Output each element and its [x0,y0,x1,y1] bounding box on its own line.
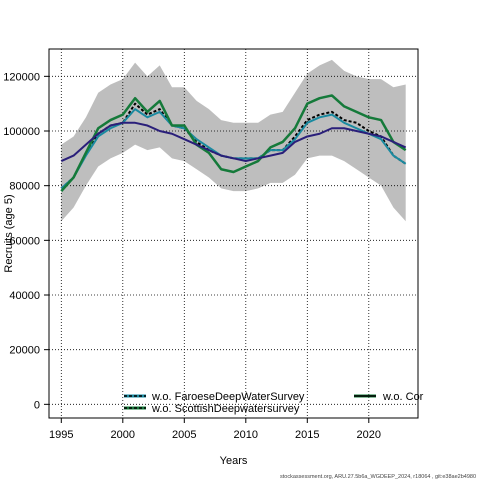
legend-label: w.o. Cor [382,391,424,403]
legend-entry-2: w.o. Cor [354,391,424,403]
series-line-3 [60,121,407,163]
x-tick-label: 2020 [357,429,381,441]
plot-frame [48,48,419,419]
x-tick-label: 1995 [49,429,73,441]
x-tick-label: 2010 [234,429,258,441]
y-tick-label: 80000 [9,181,40,193]
x-tick-label: 2000 [111,429,135,441]
x-axis-title: Years [220,455,248,467]
axes-layer: 1995 2000 2005 2010 2015 2020 0 20000 40000 60000… [3,71,381,441]
y-tick-label: 0 [34,399,40,411]
confidence-band-layer [61,59,406,222]
confidence-band [61,59,406,222]
y-tick-label: 20000 [9,345,40,357]
footer-note: stockassessment.org, ARU.27.5b6a_WGDEEP_… [280,474,476,480]
legend-label: w.o. ScottishDeepwatersurvey [151,403,300,415]
series-line-2 [60,94,407,192]
y-tick-label: 100000 [3,126,40,138]
y-tick-label: 120000 [3,71,40,83]
legend-entry-1: w.o. ScottishDeepwatersurvey [124,403,300,415]
series-layer [60,94,407,192]
legend-label: w.o. FaroeseDeepWaterSurvey [151,391,305,403]
x-tick-label: 2015 [295,429,319,441]
y-axis-title: Recruits (age 5) [3,194,15,272]
x-tick-label: 2005 [172,429,196,441]
legend-entry-0: w.o. FaroeseDeepWaterSurvey [124,391,305,403]
y-tick-label: 40000 [9,290,40,302]
y-tick-label: 60000 [9,235,40,247]
